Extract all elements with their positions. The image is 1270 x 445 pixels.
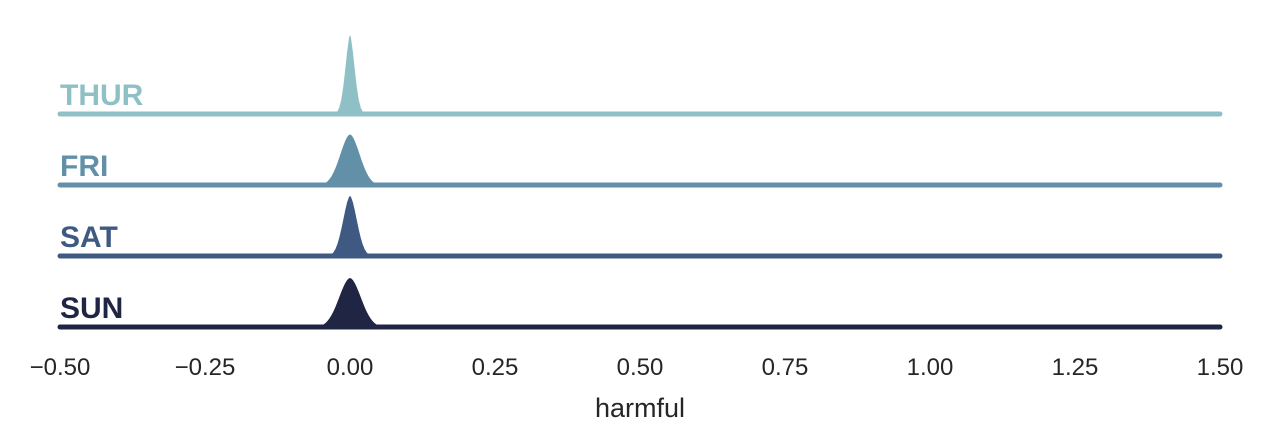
- ridge-sun: SUN: [57, 275, 1223, 330]
- density-area-sun: [60, 275, 1220, 328]
- ridges-group: THUR FRI SAT SUN: [57, 29, 1223, 330]
- x-tick-label: 1.00: [907, 354, 954, 381]
- x-tick-label: −0.25: [175, 354, 236, 381]
- row-label-thur: THUR: [60, 79, 144, 112]
- x-tick-label: 1.50: [1197, 354, 1244, 381]
- x-axis-label: harmful: [595, 393, 685, 423]
- x-tick-label: 0.75: [762, 354, 809, 381]
- x-tick-label: 0.00: [327, 354, 374, 381]
- density-area-sat: [60, 193, 1220, 257]
- ridge-sat: SAT: [57, 193, 1223, 259]
- ridge-thur: THUR: [57, 29, 1223, 117]
- ridge-fri: FRI: [57, 132, 1223, 188]
- row-label-fri: FRI: [60, 150, 108, 183]
- x-tick-label: 0.50: [617, 354, 664, 381]
- x-tick-label: 1.25: [1052, 354, 1099, 381]
- x-tick-label: 0.25: [472, 354, 519, 381]
- row-label-sun: SUN: [60, 292, 123, 325]
- density-area-thur: [60, 29, 1220, 115]
- density-area-fri: [60, 132, 1220, 186]
- x-axis: −0.50 −0.25 0.00 0.25 0.50 0.75 1.00 1.25 1.50: [30, 354, 1244, 381]
- x-tick-label: −0.50: [30, 354, 91, 381]
- row-label-sat: SAT: [60, 221, 118, 254]
